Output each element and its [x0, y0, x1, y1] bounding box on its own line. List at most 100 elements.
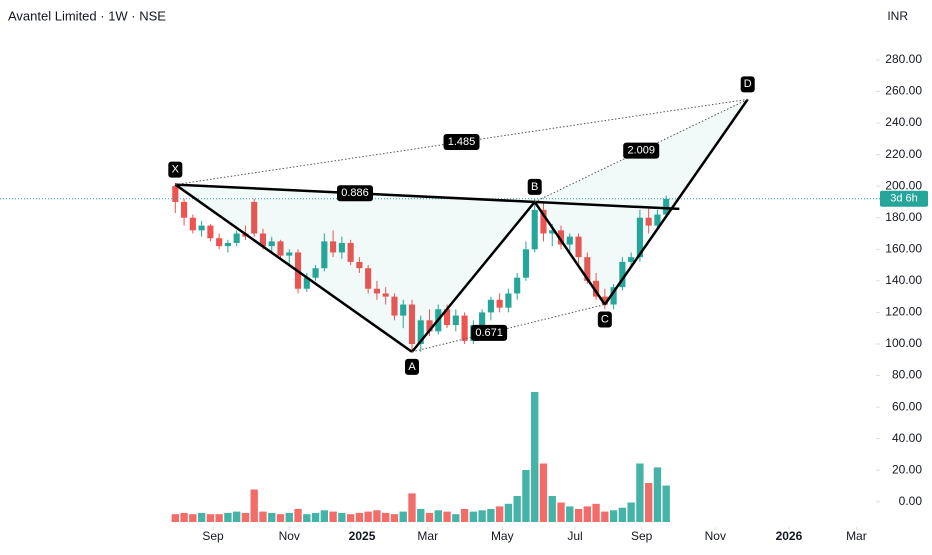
point-label: X — [172, 163, 180, 175]
candle-body — [312, 268, 319, 278]
volume-bar — [232, 511, 241, 522]
volume-bar — [417, 509, 425, 522]
volume-bar — [653, 467, 662, 522]
x-tick-label: 2025 — [349, 529, 376, 543]
candle-body — [189, 217, 196, 231]
volume-bar — [460, 509, 469, 522]
volume-bar — [592, 503, 600, 522]
point-box — [740, 76, 755, 93]
x-tick-label: Mar — [846, 529, 867, 543]
candle-body — [233, 233, 240, 243]
ratio-box — [443, 133, 480, 150]
volume-bar — [268, 512, 276, 522]
candle-body — [181, 201, 188, 218]
countdown: 3d 6h — [890, 193, 918, 205]
volume-bar — [224, 512, 232, 522]
candle-body — [601, 296, 608, 305]
pattern: 0.886 1.485 2.009 0.671 X A B C D — [168, 76, 755, 375]
volume-bar — [504, 503, 513, 522]
y-tick-label: 240.00 — [885, 115, 922, 129]
volume-bar — [346, 514, 355, 522]
candle-body — [373, 288, 380, 294]
candle-body — [207, 225, 214, 239]
candle-body — [452, 315, 459, 326]
candle-body — [356, 261, 363, 269]
x-tick-label: May — [491, 529, 514, 543]
volume-bar — [320, 510, 329, 522]
volume-bar — [548, 496, 556, 522]
y-tick-label: 220.00 — [885, 147, 922, 161]
candle-body — [172, 186, 179, 202]
candle-body — [505, 293, 512, 308]
candle-body — [417, 320, 424, 344]
x-tick-label: Nov — [705, 529, 726, 543]
volume-bar — [390, 514, 399, 522]
candle-body — [347, 242, 354, 262]
candle-body — [593, 280, 600, 297]
y-tick-label: 80.00 — [892, 368, 922, 382]
candle-body — [391, 296, 398, 316]
candle-body — [259, 233, 267, 247]
point-box — [527, 178, 542, 195]
candles — [171, 182, 670, 522]
candle-body — [566, 236, 573, 245]
y-tick-label: 200.00 — [885, 178, 922, 192]
volume-bar — [250, 489, 258, 522]
volume-bar — [662, 485, 670, 522]
candle-body — [443, 309, 451, 326]
volume-bar — [487, 509, 495, 522]
volume-bar — [189, 514, 197, 522]
chart-title: Avantel Limited · 1W · NSE — [8, 8, 166, 23]
volume-bar — [276, 514, 285, 522]
volume-bar — [531, 392, 539, 522]
candle-body — [365, 268, 372, 289]
candle-body — [382, 293, 389, 297]
x-tick-label: Sep — [631, 529, 653, 543]
volume-bar — [215, 514, 223, 522]
candle-body — [408, 304, 416, 344]
point-label: A — [408, 361, 416, 373]
volume-bar — [399, 511, 407, 522]
volume-bar — [434, 510, 442, 522]
y-tick-label: 260.00 — [885, 84, 922, 98]
volume-bar — [241, 512, 250, 522]
y-tick-label: 140.00 — [885, 273, 922, 287]
pattern-leg — [174, 183, 413, 353]
candle-body — [224, 242, 231, 247]
candle-body — [575, 236, 582, 258]
candle-body — [426, 320, 433, 332]
ratio-box — [471, 324, 508, 341]
point-box — [168, 161, 183, 178]
ratio-label: 0.886 — [341, 187, 369, 199]
volume-bar — [364, 511, 372, 522]
candle-body — [251, 201, 258, 234]
candle-body — [531, 209, 538, 250]
ratio-box — [623, 142, 660, 159]
ratio-label: 0.671 — [475, 327, 503, 339]
volume-bar — [574, 509, 583, 522]
y-tick-label: 180.00 — [885, 210, 922, 224]
volume-bar — [495, 506, 504, 522]
candle-body — [645, 217, 652, 226]
candle-body — [549, 230, 556, 234]
x-tick-label: Nov — [279, 529, 300, 543]
pattern-leg — [533, 201, 606, 306]
volume-bar — [206, 514, 215, 522]
pattern-ratio-line — [534, 98, 748, 203]
volume-bar — [338, 512, 346, 522]
y-tick-label: 120.00 — [885, 305, 922, 319]
candle-body — [461, 315, 468, 341]
volume-bar — [382, 512, 390, 522]
ratio-label: 1.485 — [448, 136, 476, 148]
point-box — [404, 358, 419, 375]
point-label: D — [744, 78, 752, 90]
volume-bar — [443, 511, 451, 522]
volume-bar — [557, 502, 565, 522]
volume-bar — [583, 506, 591, 522]
volume-bar — [197, 512, 206, 522]
x-tick-label: Sep — [202, 529, 224, 543]
volume-bar — [644, 483, 653, 522]
candle-body — [277, 241, 284, 256]
volume-bar — [636, 463, 644, 522]
